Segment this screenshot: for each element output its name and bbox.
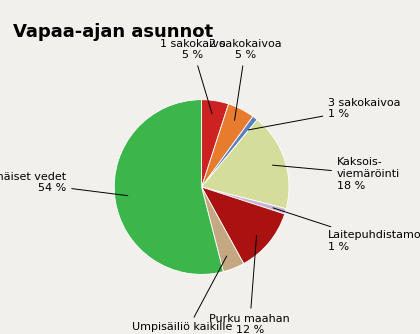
Wedge shape <box>202 187 285 264</box>
Text: Umpisäiliö kaikille
vesille
4 %: Umpisäiliö kaikille vesille 4 % <box>132 256 233 334</box>
Wedge shape <box>202 100 228 187</box>
Text: Purku maahan
12 %: Purku maahan 12 % <box>209 235 290 334</box>
Text: Vapaa-ajan asunnot: Vapaa-ajan asunnot <box>13 23 213 41</box>
Wedge shape <box>202 187 244 272</box>
Wedge shape <box>202 116 257 187</box>
Text: Laitepuhdistamo
1 %: Laitepuhdistamo 1 % <box>273 208 420 252</box>
Wedge shape <box>202 104 253 187</box>
Wedge shape <box>202 187 286 214</box>
Text: Kaksois-
viemäröinti
18 %: Kaksois- viemäröinti 18 % <box>273 157 400 190</box>
Text: 3 sakokaivoa
1 %: 3 sakokaivoa 1 % <box>248 98 401 130</box>
Text: 2 sakokaivoa
5 %: 2 sakokaivoa 5 % <box>209 39 281 121</box>
Wedge shape <box>202 120 289 209</box>
Text: 1 sakokaivo
5 %: 1 sakokaivo 5 % <box>160 39 226 114</box>
Wedge shape <box>114 100 223 275</box>
Text: Vähäiset vedet
54 %: Vähäiset vedet 54 % <box>0 172 128 196</box>
